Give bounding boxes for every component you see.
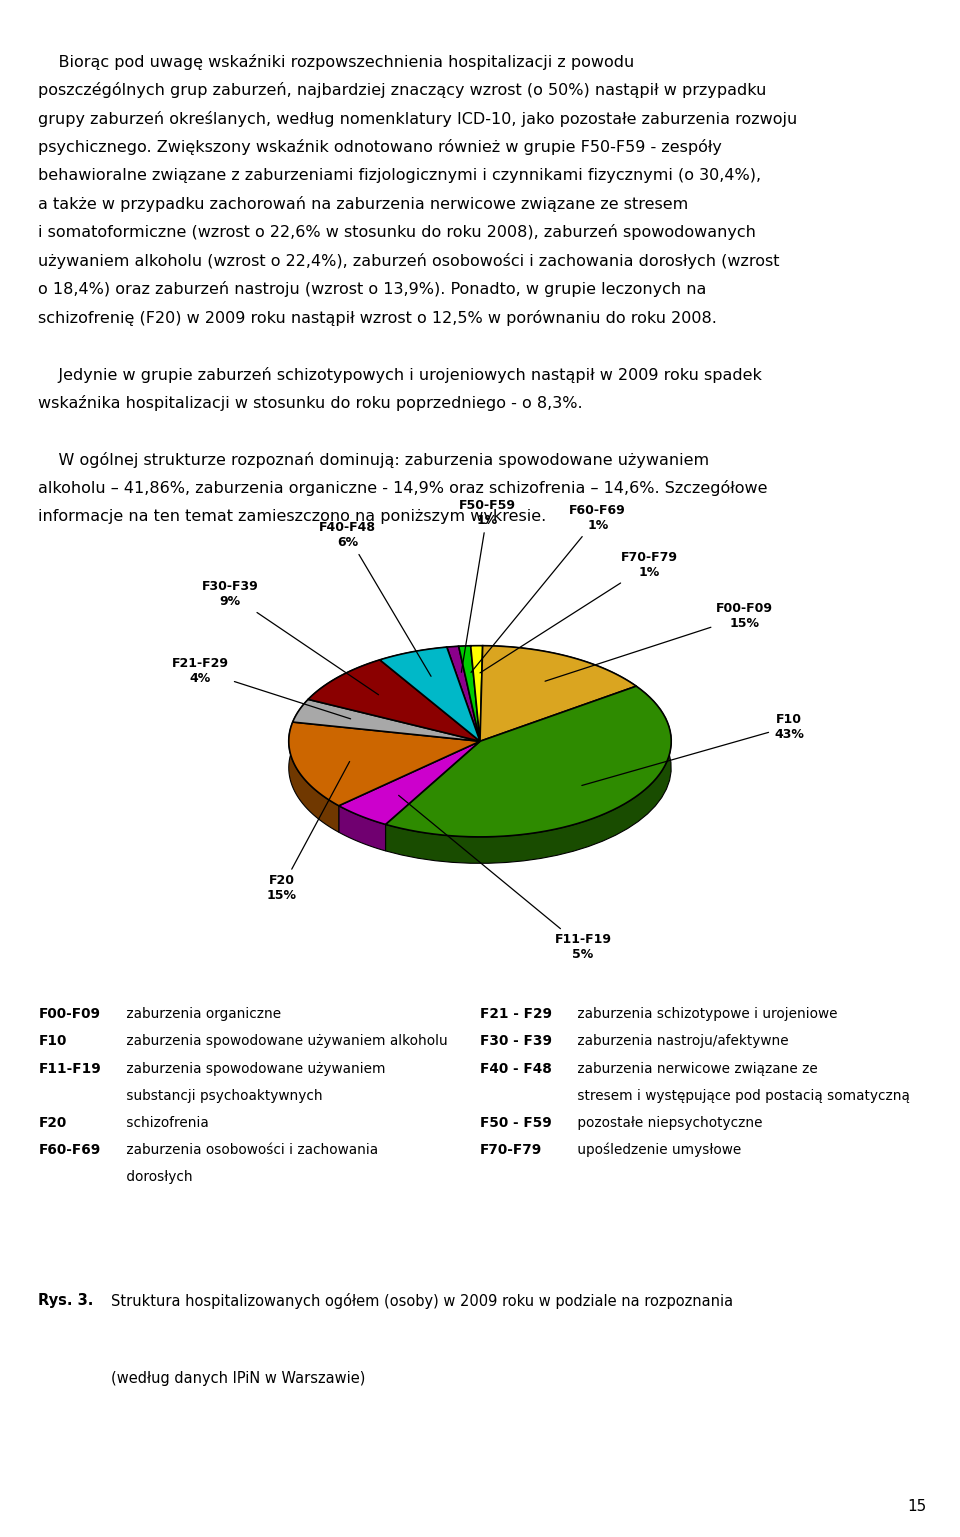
Text: F11-F19: F11-F19 [38,1062,101,1076]
Polygon shape [446,646,480,741]
Polygon shape [386,686,671,864]
Text: zaburzenia organiczne: zaburzenia organiczne [122,1007,281,1021]
Polygon shape [380,647,446,687]
Text: F40 - F48: F40 - F48 [480,1062,552,1076]
Text: a także w przypadku zachorowań na zaburzenia nerwicowe związane ze stresem: a także w przypadku zachorowań na zaburz… [38,197,688,212]
Text: schizofrenia: schizofrenia [122,1116,209,1130]
Polygon shape [470,646,483,672]
Text: F20: F20 [38,1116,66,1130]
Text: i somatoformiczne (wzrost o 22,6% w stosunku do roku 2008), zaburzeń spowodowany: i somatoformiczne (wzrost o 22,6% w stos… [38,224,756,240]
Text: F10
43%: F10 43% [582,713,804,785]
Text: poszczégólnych grup zaburzeń, najbardziej znaczący wzrost (o 50%) nastąpił w pr: poszczégólnych grup zaburzeń, najbardzi… [38,81,767,98]
Polygon shape [339,741,480,824]
Polygon shape [446,646,459,673]
Text: upośledzenie umysłowe: upośledzenie umysłowe [573,1144,741,1157]
Polygon shape [293,699,480,741]
Polygon shape [289,722,480,805]
Text: F60-F69
1%: F60-F69 1% [471,504,626,672]
Text: pozostałe niepsychotyczne: pozostałe niepsychotyczne [573,1116,762,1130]
Text: stresem i występujące pod postacią somatyczną: stresem i występujące pod postacią somat… [573,1088,910,1102]
Text: F00-F09: F00-F09 [38,1007,101,1021]
Text: F30-F39
9%: F30-F39 9% [202,579,378,695]
Text: informacje na ten temat zamieszczono na poniższym wykresie.: informacje na ten temat zamieszczono na … [38,509,546,524]
Text: psychicznego. Zwiększony wskaźnik odnotowano również w grupie F50-F59 - zespóły: psychicznego. Zwiększony wskaźnik odnoto… [38,140,722,155]
Text: zaburzenia nastroju/afektywne: zaburzenia nastroju/afektywne [573,1034,788,1048]
Text: alkoholu – 41,86%, zaburzenia organiczne - 14,9% oraz schizofrenia – 14,6%. Szcz: alkoholu – 41,86%, zaburzenia organiczne… [38,480,768,496]
Text: zaburzenia osobowości i zachowania: zaburzenia osobowości i zachowania [122,1144,378,1157]
Text: Jedynie w grupie zaburzeń schizotypowych i urojeniowych nastąpił w 2009 roku spa: Jedynie w grupie zaburzeń schizotypowych… [38,367,762,383]
Text: F10: F10 [38,1034,67,1048]
Text: F20
15%: F20 15% [266,761,349,902]
Polygon shape [480,646,636,741]
Polygon shape [470,646,483,741]
Polygon shape [386,686,671,836]
Polygon shape [308,659,480,741]
Text: F11-F19
5%: F11-F19 5% [398,795,612,961]
Text: F00-F09
15%: F00-F09 15% [545,603,774,681]
Polygon shape [308,659,380,725]
Text: zaburzenia spowodowane używaniem: zaburzenia spowodowane używaniem [122,1062,386,1076]
Text: F70-F79
1%: F70-F79 1% [480,550,678,673]
Text: F30 - F39: F30 - F39 [480,1034,552,1048]
Text: grupy zaburzeń określanych, według nomenklatury ICD-10, jako pozostałe zaburzeni: grupy zaburzeń określanych, według nomen… [38,111,798,126]
Text: W ogólnej strukturze rozpoznań dominują: zaburzenia spowodowane używaniem: W ogólnej strukturze rozpoznań dominują:… [38,452,709,467]
Polygon shape [289,722,339,832]
Polygon shape [459,646,470,673]
Text: używaniem alkoholu (wzrost o 22,4%), zaburzeń osobowości i zachowania dorosłych : używaniem alkoholu (wzrost o 22,4%), zab… [38,252,780,269]
Text: F50-F59
1%: F50-F59 1% [459,500,516,672]
Text: F50 - F59: F50 - F59 [480,1116,552,1130]
Text: (według danych IPiN w Warszawie): (według danych IPiN w Warszawie) [110,1371,365,1386]
Text: 15: 15 [907,1499,926,1514]
Polygon shape [339,805,386,851]
Text: F21 - F29: F21 - F29 [480,1007,552,1021]
Text: wskaźnika hospitalizacji w stosunku do roku poprzedniego - o 8,3%.: wskaźnika hospitalizacji w stosunku do r… [38,395,583,410]
Text: zaburzenia spowodowane używaniem alkoholu: zaburzenia spowodowane używaniem alkohol… [122,1034,448,1048]
Text: zaburzenia nerwicowe związane ze: zaburzenia nerwicowe związane ze [573,1062,818,1076]
Text: dorosłych: dorosłych [122,1170,193,1183]
Text: schizofrenię (F20) w 2009 roku nastąpił wzrost o 12,5% w porównaniu do roku 2008: schizofrenię (F20) w 2009 roku nastąpił … [38,310,717,326]
Text: zaburzenia schizotypowe i urojeniowe: zaburzenia schizotypowe i urojeniowe [573,1007,837,1021]
Text: o 18,4%) oraz zaburzeń nastroju (wzrost o 13,9%). Ponadto, w grupie leczonych na: o 18,4%) oraz zaburzeń nastroju (wzrost … [38,281,707,297]
Polygon shape [380,647,480,741]
Polygon shape [483,646,636,713]
Text: F40-F48
6%: F40-F48 6% [319,521,431,676]
Polygon shape [293,699,308,749]
Text: F21-F29
4%: F21-F29 4% [172,656,350,719]
Text: F70-F79: F70-F79 [480,1144,542,1157]
Text: F60-F69: F60-F69 [38,1144,101,1157]
Text: Rys. 3.: Rys. 3. [38,1293,94,1308]
Polygon shape [459,646,480,741]
Text: Biorąc pod uwagę wskaźniki rozpowszechnienia hospitalizacji z powodu: Biorąc pod uwagę wskaźniki rozpowszechni… [38,54,635,69]
Text: behawioralne związane z zaburzeniami fizjologicznymi i czynnikami fizycznymi (o : behawioralne związane z zaburzeniami fiz… [38,168,761,183]
Text: Struktura hospitalizowanych ogółem (osoby) w 2009 roku w podziale na rozpoznania: Struktura hospitalizowanych ogółem (osob… [110,1293,732,1310]
Text: substancji psychoaktywnych: substancji psychoaktywnych [122,1088,323,1102]
